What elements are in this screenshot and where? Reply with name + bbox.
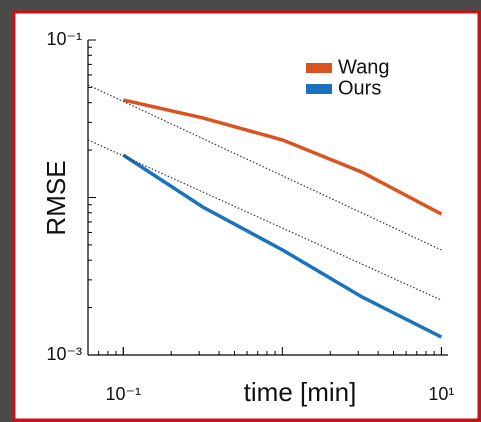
y-tick-label: 10⁻¹: [46, 29, 82, 49]
reference-line: [87, 139, 442, 301]
panel: [12, 10, 481, 422]
series-line: [122, 153, 443, 339]
y-tick-label: 10⁻³: [46, 344, 82, 364]
legend-swatch: [306, 84, 332, 94]
legend-label: Ours: [338, 77, 381, 99]
series-line: [122, 98, 443, 216]
x-tick-label: 10¹: [428, 384, 454, 404]
legend-swatch: [306, 63, 332, 73]
y-axis-label: RMSE: [41, 160, 71, 235]
legend-label: Wang: [338, 56, 390, 78]
x-axis-label: time [min]: [244, 377, 357, 407]
x-tick-label: 10⁻¹: [106, 384, 142, 404]
